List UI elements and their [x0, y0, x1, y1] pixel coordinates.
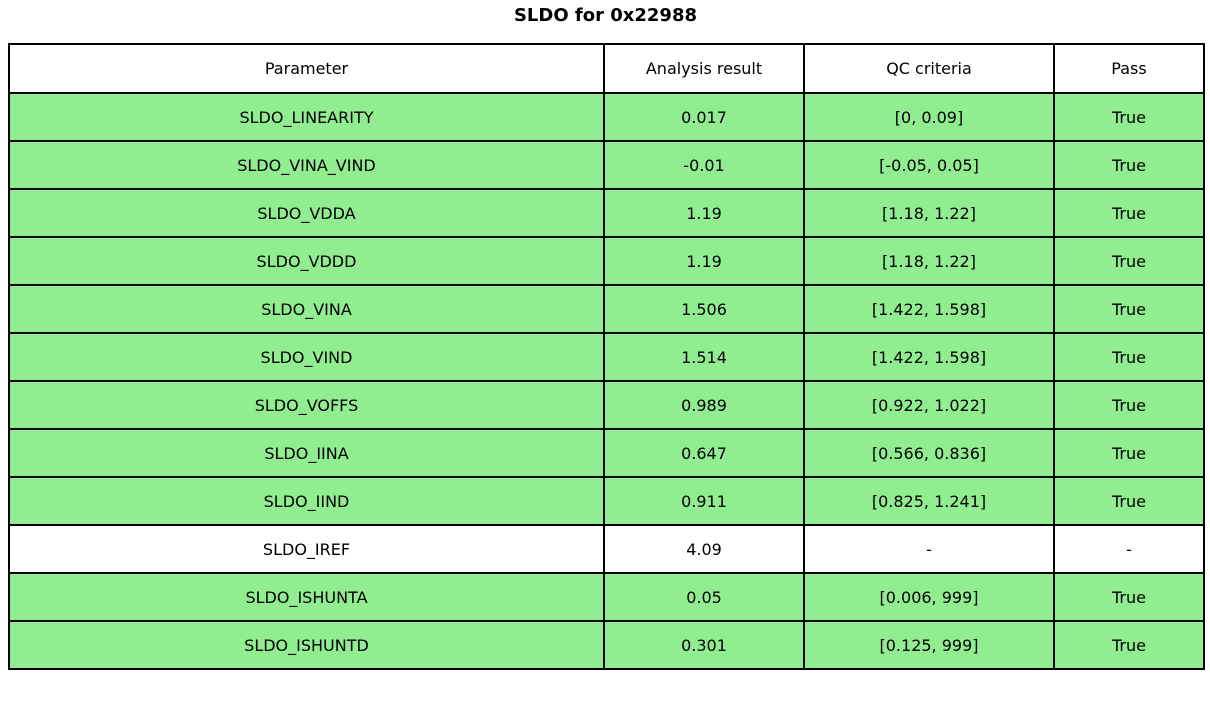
parameter-cell: SLDO_LINEARITY [8, 92, 605, 142]
chart-title: SLDO for 0x22988 [513, 5, 698, 26]
table-row: SLDO_VDDD 1.19 [1.18, 1.22] True [8, 236, 1205, 286]
criteria-cell: [0.006, 999] [803, 572, 1055, 622]
parameter-cell: SLDO_VOFFS [8, 380, 605, 430]
pass-cell: True [1053, 572, 1205, 622]
table-row: SLDO_VDDA 1.19 [1.18, 1.22] True [8, 188, 1205, 238]
pass-cell: True [1053, 92, 1205, 142]
criteria-cell: [0.125, 999] [803, 620, 1055, 670]
result-cell: 0.989 [603, 380, 805, 430]
table-row: SLDO_IINA 0.647 [0.566, 0.836] True [8, 428, 1205, 478]
parameter-cell: SLDO_IREF [8, 524, 605, 574]
qc-results-table: Parameter Analysis result QC criteria Pa… [8, 43, 1205, 670]
table-row: SLDO_ISHUNTA 0.05 [0.006, 999] True [8, 572, 1205, 622]
parameter-cell: SLDO_IIND [8, 476, 605, 526]
criteria-cell: [-0.05, 0.05] [803, 140, 1055, 190]
pass-cell: True [1053, 236, 1205, 286]
parameter-cell: SLDO_VDDA [8, 188, 605, 238]
result-cell: 0.647 [603, 428, 805, 478]
result-cell: 1.19 [603, 188, 805, 238]
table-row: SLDO_IIND 0.911 [0.825, 1.241] True [8, 476, 1205, 526]
header-qc-criteria: QC criteria [803, 43, 1055, 94]
result-cell: 4.09 [603, 524, 805, 574]
table-row: SLDO_VIND 1.514 [1.422, 1.598] True [8, 332, 1205, 382]
pass-cell: True [1053, 332, 1205, 382]
header-pass: Pass [1053, 43, 1205, 94]
criteria-cell: [0.922, 1.022] [803, 380, 1055, 430]
pass-cell: True [1053, 620, 1205, 670]
result-cell: 0.911 [603, 476, 805, 526]
criteria-cell: - [803, 524, 1055, 574]
criteria-cell: [1.422, 1.598] [803, 332, 1055, 382]
pass-cell: True [1053, 284, 1205, 334]
criteria-cell: [1.18, 1.22] [803, 188, 1055, 238]
header-parameter: Parameter [8, 43, 605, 94]
result-cell: 0.017 [603, 92, 805, 142]
result-cell: 1.506 [603, 284, 805, 334]
criteria-cell: [0, 0.09] [803, 92, 1055, 142]
pass-cell: True [1053, 428, 1205, 478]
parameter-cell: SLDO_VINA_VIND [8, 140, 605, 190]
result-cell: 0.301 [603, 620, 805, 670]
result-cell: 1.514 [603, 332, 805, 382]
table-row: SLDO_VOFFS 0.989 [0.922, 1.022] True [8, 380, 1205, 430]
criteria-cell: [0.566, 0.836] [803, 428, 1055, 478]
pass-cell: True [1053, 188, 1205, 238]
parameter-cell: SLDO_ISHUNTA [8, 572, 605, 622]
header-analysis-result: Analysis result [603, 43, 805, 94]
header-row: Parameter Analysis result QC criteria Pa… [8, 43, 1205, 94]
parameter-cell: SLDO_IINA [8, 428, 605, 478]
pass-cell: - [1053, 524, 1205, 574]
pass-cell: True [1053, 380, 1205, 430]
result-cell: 1.19 [603, 236, 805, 286]
parameter-cell: SLDO_ISHUNTD [8, 620, 605, 670]
table-row: SLDO_ISHUNTD 0.301 [0.125, 999] True [8, 620, 1205, 670]
result-cell: 0.05 [603, 572, 805, 622]
parameter-cell: SLDO_VIND [8, 332, 605, 382]
parameter-cell: SLDO_VINA [8, 284, 605, 334]
table-row: SLDO_IREF 4.09 - - [8, 524, 1205, 574]
parameter-cell: SLDO_VDDD [8, 236, 605, 286]
criteria-cell: [0.825, 1.241] [803, 476, 1055, 526]
table-row: SLDO_LINEARITY 0.017 [0, 0.09] True [8, 92, 1205, 142]
criteria-cell: [1.18, 1.22] [803, 236, 1055, 286]
pass-cell: True [1053, 140, 1205, 190]
result-cell: -0.01 [603, 140, 805, 190]
criteria-cell: [1.422, 1.598] [803, 284, 1055, 334]
pass-cell: True [1053, 476, 1205, 526]
table-row: SLDO_VINA 1.506 [1.422, 1.598] True [8, 284, 1205, 334]
table-row: SLDO_VINA_VIND -0.01 [-0.05, 0.05] True [8, 140, 1205, 190]
